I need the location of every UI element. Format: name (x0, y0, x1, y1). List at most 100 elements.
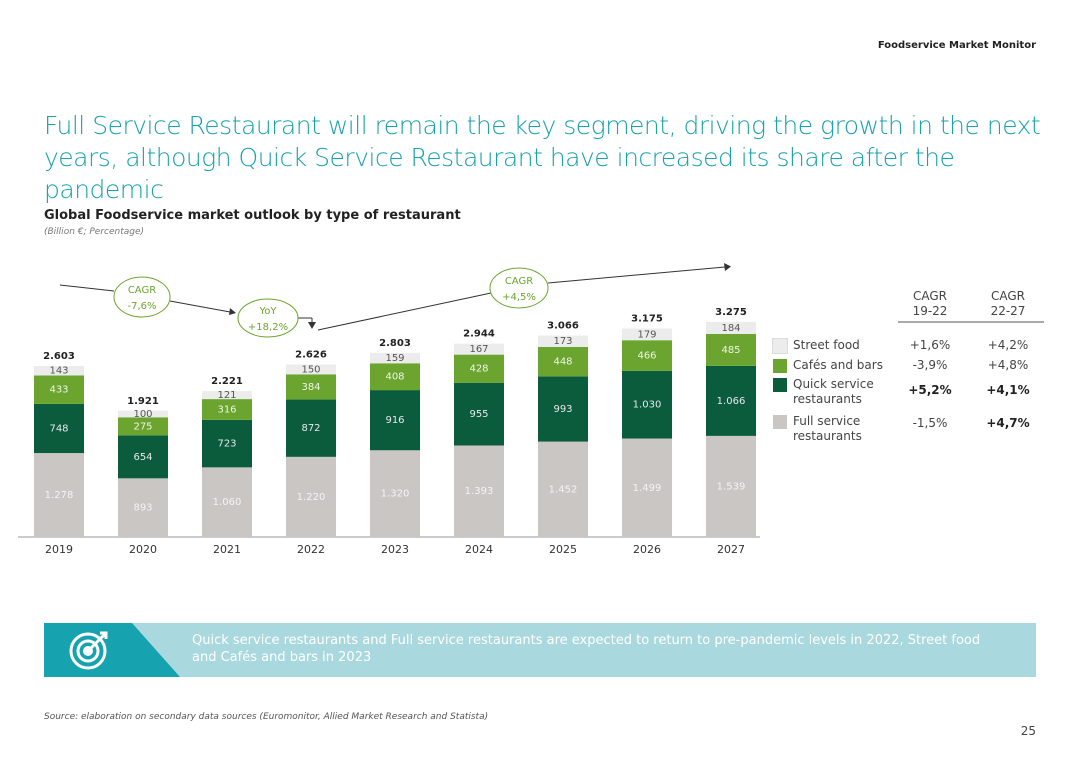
bar-segment (202, 467, 252, 537)
total-label: 2.603 (43, 351, 75, 362)
total-label: 2.944 (463, 329, 495, 340)
segment-label: 408 (385, 372, 404, 383)
segment-label: 143 (49, 366, 68, 377)
segment-label: 1.539 (717, 481, 746, 492)
bar-segment (34, 375, 84, 404)
chart-title: Global Foodservice market outlook by typ… (44, 208, 461, 223)
banner-bg (44, 623, 1036, 677)
chart-subtitle: (Billion €; Percentage) (44, 227, 145, 237)
legend-swatch (773, 378, 787, 392)
bar-segment (118, 410, 168, 418)
bar-segment (118, 435, 168, 479)
legend-item: Street food (772, 338, 883, 354)
segment-label: 428 (469, 364, 488, 375)
header: Foodservice Market Monitor (877, 40, 1036, 51)
table-cell: +4,7% (986, 416, 1030, 430)
bar-segment (454, 354, 504, 383)
legend-swatch (773, 359, 787, 373)
bar-segment (118, 417, 168, 436)
segment-label: 748 (49, 423, 68, 434)
table-header: CAGR 22-27 (990, 289, 1026, 318)
table-header: CAGR 19-22 (912, 289, 948, 318)
x-tick-label: 2022 (297, 543, 325, 556)
segment-label: 150 (301, 364, 320, 375)
bar-segment (286, 374, 336, 400)
segment-label: 916 (385, 415, 404, 426)
bar-segment (454, 382, 504, 446)
annotation-bubble (237, 298, 299, 338)
segment-label: 1.278 (45, 490, 74, 501)
legend-label: Cafés and bars (793, 358, 883, 372)
segment-label: 485 (721, 345, 740, 356)
source: Source: elaboration on secondary data so… (44, 712, 489, 722)
segment-label: 1.030 (633, 400, 662, 411)
x-tick-label: 2021 (213, 543, 241, 556)
total-label: 1.921 (127, 396, 159, 407)
table-cell: +4,8% (987, 358, 1029, 372)
legend-item: Quick service restaurants (773, 377, 883, 407)
segment-label: 723 (217, 439, 236, 450)
bar-segment (370, 390, 420, 451)
segment-label: 121 (217, 390, 236, 401)
table-cell: +4,1% (986, 383, 1030, 397)
bar-segment (622, 328, 672, 341)
segment-label: 173 (553, 336, 572, 347)
segment-label: 316 (217, 404, 236, 415)
table-cell: -3,9% (912, 358, 948, 372)
bar-segment (34, 453, 84, 537)
bar-segment (202, 399, 252, 420)
bar-segment (622, 370, 672, 439)
bar-segment (538, 346, 588, 377)
segment-label: 167 (469, 344, 488, 355)
arrowhead (724, 263, 731, 271)
x-tick-label: 2020 (129, 543, 157, 556)
segment-label: 384 (301, 382, 320, 393)
bar-segment (286, 364, 336, 375)
bar-segment (34, 403, 84, 454)
legend-label: Full service restaurants (793, 414, 862, 443)
bar-segment (622, 340, 672, 371)
total-label: 3.275 (715, 307, 747, 318)
page-number: 25 (1020, 724, 1036, 738)
total-label: 2.626 (295, 349, 327, 360)
annotation-title: CAGR (505, 276, 533, 287)
x-tick-label: 2027 (717, 543, 745, 556)
bar-segment (34, 366, 84, 376)
annotation-title: YoY (258, 306, 277, 317)
segment-label: 275 (133, 421, 152, 432)
bar-segment (538, 376, 588, 442)
bar-segment (538, 335, 588, 347)
headline: Full Service Restaurant will remain the … (44, 111, 1041, 204)
segment-label: 955 (469, 409, 488, 420)
bar-segment (706, 333, 756, 366)
legend-swatch (773, 415, 787, 429)
banner-text: Quick service restaurants and Full servi… (192, 633, 981, 665)
table-cell: -1,5% (912, 416, 948, 430)
total-label: 2.803 (379, 338, 411, 349)
segment-label: 1.393 (465, 486, 494, 497)
bar-segment (454, 445, 504, 537)
bar-segment (370, 450, 420, 537)
bar-segment (370, 363, 420, 391)
bar-segment (706, 321, 756, 334)
x-tick-label: 2026 (633, 543, 661, 556)
bar-segment (118, 478, 168, 537)
annotation-text: +4,5% (502, 292, 536, 303)
table-cell: +1,6% (909, 338, 951, 352)
segment-label: 654 (133, 452, 152, 463)
segment-label: 1.066 (717, 396, 746, 407)
x-tick-label: 2025 (549, 543, 577, 556)
legend-item: Cafés and bars (773, 358, 883, 373)
total-label: 3.175 (631, 313, 663, 324)
segment-label: 1.452 (549, 484, 578, 495)
bar-segment (370, 352, 420, 364)
segment-label: 1.499 (633, 483, 662, 494)
segment-label: 184 (721, 323, 740, 334)
annotation-text: -7,6% (127, 301, 156, 312)
bar-segment (538, 441, 588, 537)
segment-label: 466 (637, 351, 656, 362)
segment-label: 179 (637, 329, 656, 340)
segment-label: 1.060 (213, 497, 242, 508)
